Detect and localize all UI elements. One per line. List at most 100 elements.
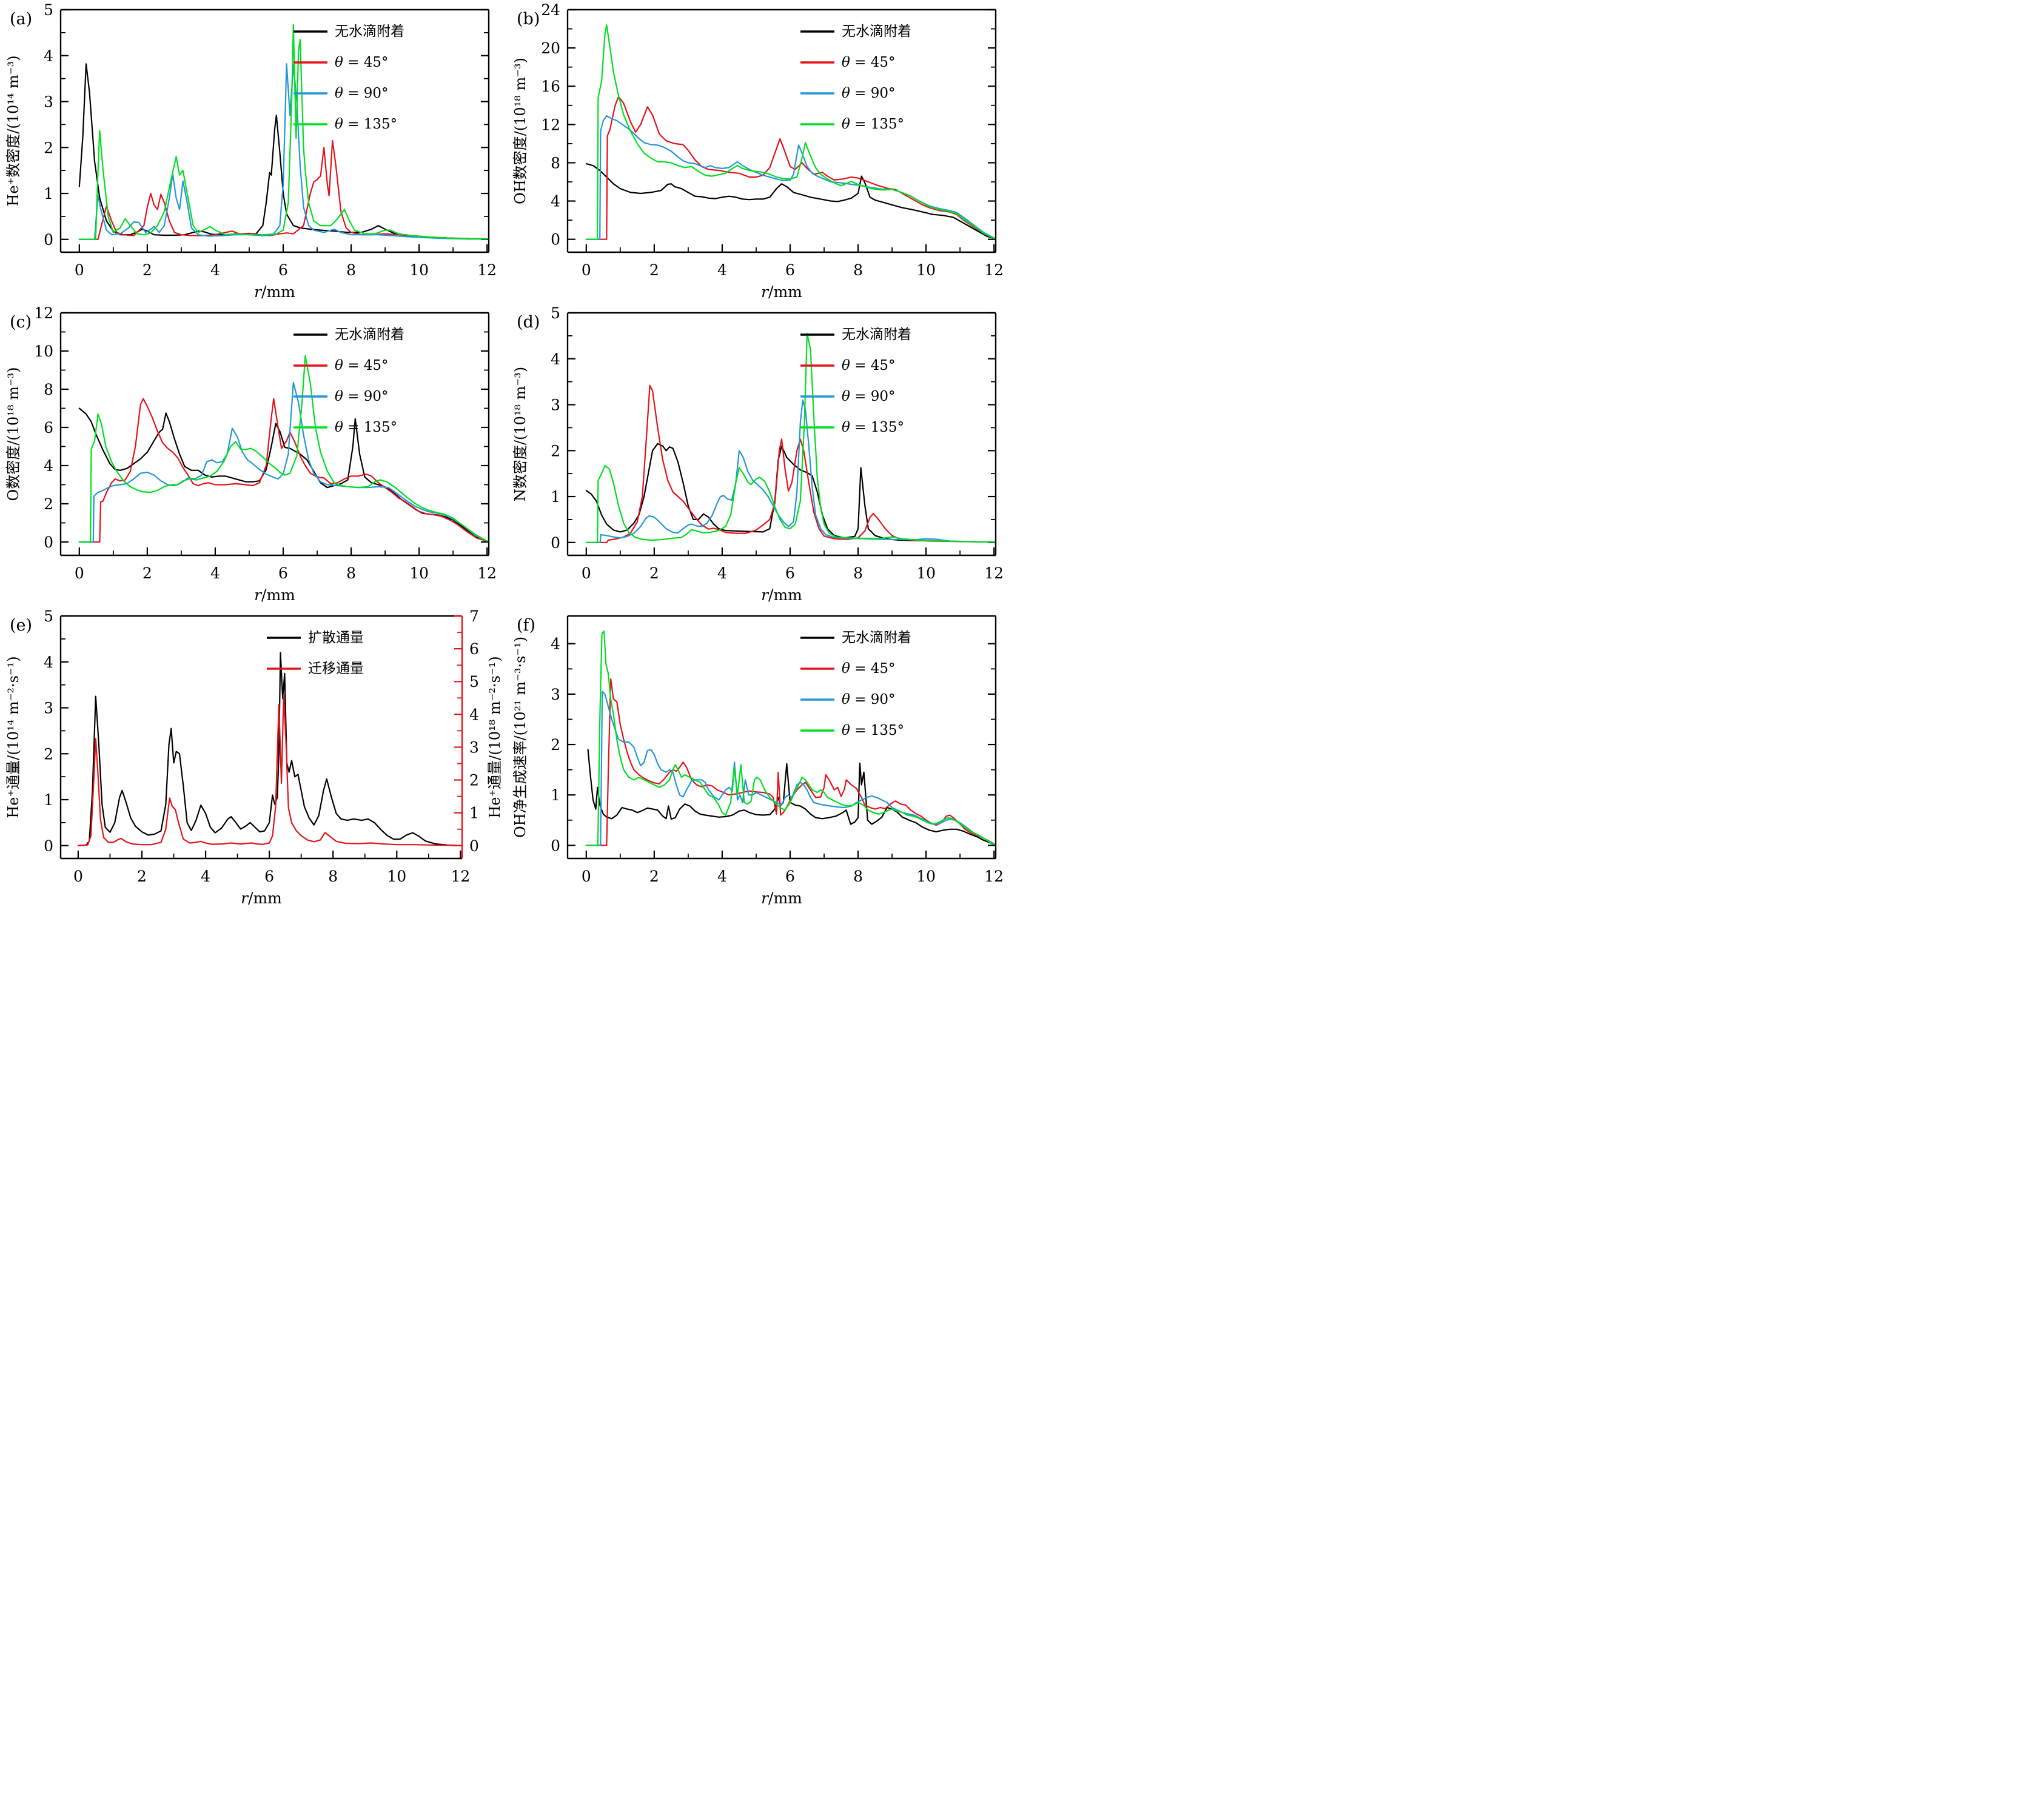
y-tick-label: 4	[44, 653, 53, 671]
x-tick-label: 8	[346, 261, 356, 279]
x-axis-label-a: r/mm	[254, 283, 295, 301]
x-axis-label-c: r/mm	[254, 586, 295, 604]
x-axis: 0 2 4 6 8 10 12	[582, 244, 1004, 279]
panel-b: (b) 0 2 4 6 8 10 12 0 4 8 12 16 20 24 r/mm OH数密度/(10¹⁸ m…	[507, 0, 1014, 303]
x-tick-label: 4	[210, 564, 220, 582]
y-axis: 0 4 8 12 16 20 24	[541, 1, 996, 248]
x-tick-label: 2	[137, 868, 147, 885]
y-tick-label: 6	[44, 418, 53, 436]
x-axis-label-b: r/mm	[761, 283, 802, 301]
x-tick-label: 2	[649, 261, 659, 279]
legend-label-theta-45: θ = 45°	[842, 661, 896, 677]
axes-box	[59, 312, 490, 557]
x-tick-label: 0	[73, 868, 83, 885]
y-tick-label: 1	[44, 791, 53, 809]
x-tick-label: 10	[916, 868, 936, 885]
x-tick-label: 2	[649, 868, 659, 885]
series-theta-90	[78, 381, 488, 543]
panel-tag-e: (e)	[10, 616, 32, 635]
y2-tick-label: 0	[469, 837, 479, 854]
panel-c: (c) 0 2 4 6 8 10 12 0 2 4 6 8 10 12 r/mm O数密度/(10¹⁸ m⁻³)…	[0, 303, 507, 606]
x-tick-label: 4	[210, 261, 220, 279]
x-tick-label: 8	[853, 868, 863, 885]
legend-label-theta-90: θ = 90°	[335, 85, 389, 101]
y-tick-label: 24	[541, 1, 560, 19]
y-tick-label: 16	[541, 78, 560, 95]
y-tick-label: 3	[44, 699, 53, 717]
x-tick-label: 12	[984, 868, 1004, 885]
y-tick-label: 2	[44, 495, 53, 512]
y-axis: 0 1 2 3 4 5	[44, 1, 489, 248]
legend-label-theta-45: θ = 45°	[842, 55, 896, 70]
x-tick-label: 12	[477, 261, 497, 279]
legend-label-theta-45: θ = 45°	[335, 358, 389, 373]
legend-label-theta-90: θ = 90°	[842, 85, 896, 101]
legend-label-theta-45: θ = 45°	[842, 358, 896, 373]
legend-label-no-droplet: 无水滴附着	[335, 24, 404, 39]
series-theta-135	[585, 630, 995, 846]
x-axis: 0 2 4 6 8 10 12	[73, 851, 470, 885]
y-tick-label: 5	[44, 1, 53, 19]
legend-b: 无水滴附着 θ = 45° θ = 90° θ = 135°	[800, 24, 911, 132]
legend-label-theta-135: θ = 135°	[842, 723, 904, 738]
series-drift-flux	[77, 694, 461, 846]
y-tick-label: 10	[34, 342, 53, 360]
panel-d: (d) 0 2 4 6 8 10 12 0 1 2 3 4 5 r/mm N数密度/(10¹⁸ m⁻³) 无水滴…	[507, 303, 1014, 606]
legend-a: 无水滴附着 θ = 45° θ = 90° θ = 135°	[293, 24, 404, 132]
legend-d: 无水滴附着 θ = 45° θ = 90° θ = 135°	[800, 327, 911, 435]
y-tick-label: 2	[551, 442, 560, 460]
y2-tick-label: 3	[469, 738, 479, 756]
series-theta-135	[585, 24, 995, 240]
y-tick-label: 2	[44, 745, 53, 763]
panel-tag-a: (a)	[10, 10, 32, 28]
x-tick-label: 6	[785, 564, 795, 582]
y-axis-label-f: OH净生成速率/(10²¹ m⁻³·s⁻¹)	[512, 637, 529, 838]
y-tick-label: 0	[551, 230, 560, 248]
y-axis: 0 1 2 3 4 5	[551, 304, 996, 551]
x-tick-label: 0	[75, 261, 84, 279]
series-theta-135	[585, 333, 995, 543]
x-tick-label: 6	[278, 261, 288, 279]
x-tick-label: 0	[582, 868, 591, 885]
axes-box	[566, 8, 997, 253]
legend-label-theta-90: θ = 90°	[842, 389, 896, 404]
x-axis: 0 2 4 6 8 10 12	[75, 547, 497, 582]
y2-tick-label: 5	[469, 673, 479, 691]
x-axis: 0 2 4 6 8 10 12	[75, 244, 497, 279]
x-tick-label: 2	[143, 261, 152, 279]
x-axis-label-d: r/mm	[761, 586, 802, 604]
series-theta-45	[585, 384, 995, 543]
y-axis-label-b: OH数密度/(10¹⁸ m⁻³)	[512, 58, 529, 204]
panel-f: (f) 0 2 4 6 8 10 12 0 1 2 3 4 r/mm OH净生成速率/(10²¹ m⁻³·s…	[507, 606, 1014, 910]
x-tick-label: 12	[984, 261, 1004, 279]
panel-tag-f: (f)	[517, 616, 535, 635]
x-tick-label: 4	[201, 868, 210, 885]
y-tick-label: 4	[551, 192, 560, 210]
y-tick-label: 12	[34, 304, 53, 322]
y-tick-label: 2	[551, 736, 560, 754]
y-tick-label: 3	[44, 93, 53, 110]
series-no-droplet	[585, 443, 995, 543]
x-tick-label: 10	[409, 564, 429, 582]
legend-label-diffusion-flux: 扩散通量	[308, 630, 364, 646]
legend-label-theta-135: θ = 135°	[842, 420, 904, 435]
x-tick-label: 8	[853, 564, 863, 582]
series-theta-45	[585, 96, 995, 240]
panel-tag-b: (b)	[517, 10, 540, 28]
y-axis-label-e: He⁺通量/(10¹⁴ m⁻²·s⁻¹)	[5, 656, 22, 818]
series-theta-45	[585, 678, 995, 846]
x-tick-label: 6	[264, 868, 274, 885]
x-axis-label-e: r/mm	[241, 889, 282, 907]
legend-c: 无水滴附着 θ = 45° θ = 90° θ = 135°	[293, 327, 404, 435]
y-tick-label: 12	[541, 116, 560, 133]
series-theta-90	[585, 399, 995, 543]
y-tick-label: 1	[44, 185, 53, 202]
y-tick-label: 5	[44, 607, 53, 625]
x-tick-label: 6	[785, 868, 795, 885]
x-tick-label: 10	[387, 868, 406, 885]
x-tick-label: 0	[582, 261, 591, 279]
